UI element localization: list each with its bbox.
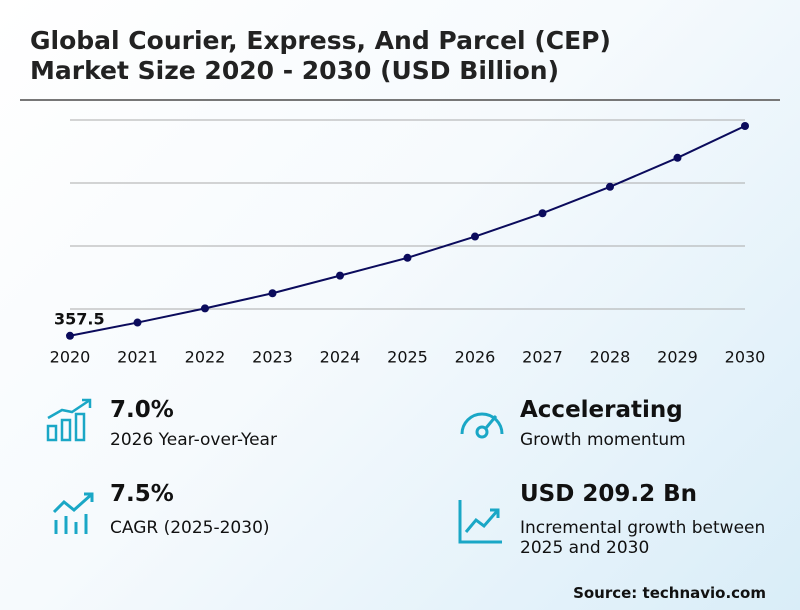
bar-chart-icon xyxy=(46,398,92,442)
point xyxy=(741,121,749,130)
x-tick-label: 2022 xyxy=(185,348,226,367)
x-tick-label: 2029 xyxy=(657,348,698,367)
x-tick-label: 2026 xyxy=(455,348,496,367)
gauge-icon xyxy=(460,412,504,439)
x-tick-label: 2025 xyxy=(387,348,428,367)
point xyxy=(133,318,142,327)
chart-title: Global Courier, Express, And Parcel (CEP… xyxy=(30,26,611,85)
x-tick-label: 2023 xyxy=(252,348,293,367)
point xyxy=(538,209,547,218)
source: Source: technavio.com xyxy=(573,584,766,602)
point xyxy=(673,153,682,162)
line xyxy=(69,125,746,337)
x-tick-label: 2027 xyxy=(522,348,563,367)
trend-icon xyxy=(52,492,94,534)
kpi-value: Accelerating xyxy=(520,397,683,423)
point xyxy=(66,331,74,340)
kpi-label: Incremental growth between 2025 and 2030 xyxy=(520,518,766,558)
x-tick-label: 2021 xyxy=(117,348,158,367)
x-tick-label: 2024 xyxy=(320,348,361,367)
point xyxy=(336,271,344,280)
kpi-label: CAGR (2025-2030) xyxy=(110,518,270,538)
kpi-value: USD 209.2 Bn xyxy=(520,481,698,507)
x-tick-label: 2028 xyxy=(590,348,631,367)
point xyxy=(606,182,614,191)
divider xyxy=(20,99,780,101)
point xyxy=(201,304,209,313)
x-tick-label: 2030 xyxy=(725,348,766,367)
data-label: 357.5 xyxy=(54,309,105,328)
point xyxy=(403,253,412,262)
kpi-label: Growth momentum xyxy=(520,430,686,450)
x-tick-label: 2020 xyxy=(50,348,91,367)
growth-icon xyxy=(458,500,502,544)
point xyxy=(471,232,479,241)
chart: 2020 2021 2022 2023 2024 2025 2026 2027 2028 2029… xyxy=(50,119,766,367)
kpi-label: 2026 Year-over-Year xyxy=(110,430,277,450)
kpi-value: 7.0% xyxy=(110,397,174,423)
point xyxy=(268,289,277,298)
kpi-value: 7.5% xyxy=(110,481,174,507)
